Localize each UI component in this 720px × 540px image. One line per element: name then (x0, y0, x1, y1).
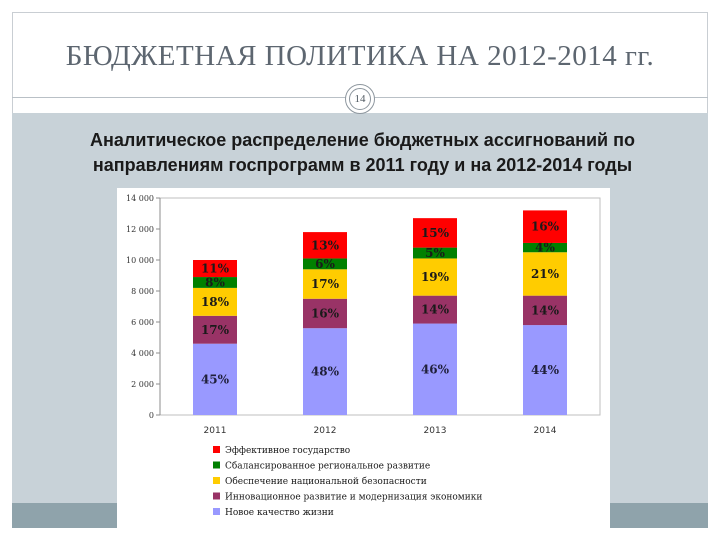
data-label: 4% (535, 241, 555, 255)
data-label: 46% (421, 362, 450, 376)
bar-segment (523, 295, 567, 326)
bar-segment (303, 328, 347, 415)
y-tick-label: 4 000 (131, 349, 154, 358)
legend-label: Сбалансированное региональное развитие (225, 461, 430, 472)
bar-segment (193, 287, 237, 316)
data-label: 16% (531, 220, 560, 234)
slide-title: БЮДЖЕТНАЯ ПОЛИТИКА НА 2012-2014 гг. (65, 40, 655, 72)
legend-label: Новое качество жизни (225, 508, 334, 518)
data-label: 18% (201, 295, 230, 309)
legend-swatch (213, 446, 220, 453)
bar-segment (523, 252, 567, 296)
y-tick-label: 8 000 (131, 287, 154, 296)
legend-swatch (213, 461, 220, 469)
legend-swatch (213, 492, 220, 500)
page-number-badge: 14 (345, 84, 375, 114)
bar-segment (523, 242, 567, 253)
chart-subtitle: Аналитическое распределение бюджетных ас… (30, 128, 695, 178)
data-label: 5% (425, 246, 445, 260)
chart-card: 0 2 000 4 000 6 000 8 000 10 000 12 000 14 000 4… (117, 188, 610, 528)
x-tick-label: 2014 (534, 426, 557, 436)
bar-segment (523, 210, 567, 243)
bar-segment (523, 325, 567, 415)
y-tick-label: 2 000 (131, 380, 154, 389)
subtitle-line-2: направлениям госпрограмм в 2011 году и н… (92, 155, 633, 175)
bar-segment (193, 343, 237, 415)
data-label: 17% (311, 277, 340, 291)
stacked-bar-chart: 0 2 000 4 000 6 000 8 000 10 000 12 000 14 000 4… (126, 194, 601, 518)
y-tick-label: 0 (149, 411, 154, 420)
bar-segment (303, 232, 347, 259)
data-label: 44% (531, 363, 560, 377)
subtitle-line-1: Аналитическое распределение бюджетных ас… (90, 130, 635, 150)
x-tick-label: 2012 (314, 426, 337, 436)
bar-segment (193, 277, 237, 288)
y-tick-label: 12 000 (126, 225, 154, 234)
y-tick-label: 6 000 (131, 318, 154, 327)
x-tick-label: 2013 (424, 426, 447, 436)
bar-segment (303, 269, 347, 299)
legend-label: Эффективное государство (225, 446, 350, 456)
bar-segment (413, 295, 457, 324)
data-label: 21% (531, 267, 560, 281)
bar-segment (193, 260, 237, 278)
data-label: 16% (311, 306, 340, 320)
bar-segment (303, 258, 347, 270)
data-label: 13% (311, 238, 340, 252)
data-label: 17% (201, 323, 230, 337)
data-label: 19% (421, 270, 450, 284)
bar-segment (413, 323, 457, 415)
legend-swatch (213, 508, 220, 515)
page-number: 14 (349, 88, 371, 110)
data-label: 14% (421, 303, 450, 317)
bar-segment (193, 315, 237, 344)
x-tick-label: 2011 (204, 426, 227, 436)
legend-swatch (213, 477, 220, 484)
data-label: 6% (315, 257, 335, 271)
y-tick-label: 14 000 (126, 194, 154, 203)
bar-segment (413, 258, 457, 296)
data-label: 45% (201, 372, 230, 386)
data-label: 8% (205, 275, 225, 289)
legend-label: Обеспечение национальной безопасности (225, 476, 427, 487)
data-label: 15% (421, 226, 450, 240)
y-tick-label: 10 000 (126, 256, 154, 265)
data-label: 11% (201, 262, 230, 276)
bar-segment (413, 218, 457, 248)
legend-label: Инновационное развитие и модернизация эк… (225, 493, 482, 503)
bar-segment (413, 247, 457, 259)
data-label: 48% (311, 365, 340, 379)
bar-segment (303, 298, 347, 329)
data-label: 14% (531, 303, 560, 317)
